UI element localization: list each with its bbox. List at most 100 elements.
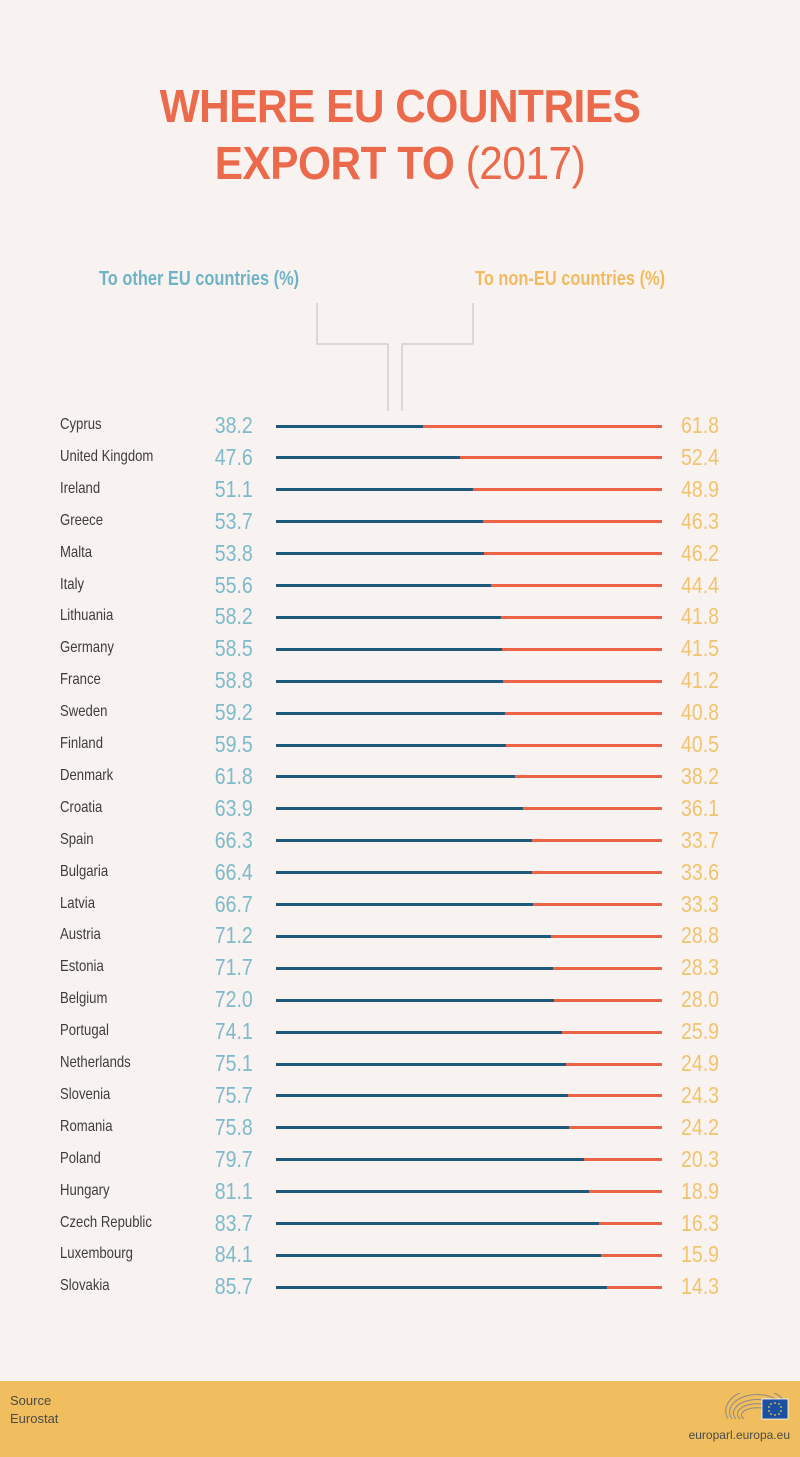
eu-value-label: 75.1 [214, 1050, 253, 1076]
european-parliament-logo-icon [725, 1393, 789, 1420]
bar-non-eu-segment [568, 1094, 662, 1098]
eu-value-label: 63.9 [214, 794, 253, 821]
chart-row: Spain 66.3 33.7 [0, 827, 800, 873]
country-label: Portugal [60, 1022, 109, 1040]
chart-row: Slovenia 75.7 24.3 [0, 1082, 800, 1128]
non-eu-value-label: 40.5 [681, 731, 720, 757]
bar-eu-segment [276, 1190, 590, 1194]
eu-value-label: 58.5 [214, 635, 253, 662]
chart-title: WHERE EU COUNTRIES EXPORT TO (2017) [32, 78, 768, 192]
title-year: (2017) [465, 137, 586, 189]
country-label: Latvia [60, 894, 96, 912]
bar-eu-segment [276, 743, 506, 747]
country-label: Estonia [60, 958, 104, 976]
chart-row: Austria 71.2 28.8 [0, 922, 800, 968]
eu-value-label: 75.8 [214, 1113, 253, 1140]
non-eu-value-label: 36.1 [681, 794, 720, 821]
website-link[interactable]: europarl.europa.eu [688, 1428, 790, 1442]
country-label: Lithuania [60, 607, 114, 625]
non-eu-value-label: 15.9 [681, 1241, 720, 1268]
non-eu-value-label: 24.2 [681, 1113, 720, 1140]
non-eu-value-label: 25.9 [681, 1018, 720, 1045]
chart-row: Italy 55.6 44.4 [0, 572, 800, 618]
bar-eu-segment [276, 871, 533, 875]
eu-value-label: 47.6 [214, 443, 253, 470]
eu-value-label: 58.2 [214, 603, 253, 630]
title-line-2: EXPORT TO (2017) [32, 135, 768, 192]
bar-eu-segment [276, 647, 502, 651]
non-eu-value-label: 48.9 [681, 475, 720, 502]
country-label: Croatia [60, 798, 103, 816]
chart-row: France 58.8 41.2 [0, 667, 800, 713]
chart-row: Sweden 59.2 40.8 [0, 699, 800, 745]
bar-non-eu-segment [483, 552, 662, 556]
country-label: Finland [60, 735, 104, 752]
country-label: Poland [60, 1149, 101, 1167]
bar-eu-segment [276, 520, 484, 524]
bar-non-eu-segment [531, 839, 662, 843]
title-line-1: WHERE EU COUNTRIES [159, 80, 641, 132]
bar-eu-segment [276, 1062, 566, 1066]
bar-eu-segment [276, 775, 515, 779]
bar-non-eu-segment [600, 1253, 662, 1257]
bar-eu-segment [276, 1253, 601, 1257]
bar-eu-segment [276, 1158, 584, 1162]
non-eu-value-label: 44.4 [681, 571, 720, 598]
non-eu-value-label: 24.9 [681, 1050, 720, 1076]
chart-row: Latvia 66.7 33.3 [0, 891, 800, 937]
country-label: Italy [60, 575, 85, 593]
bar-eu-segment [276, 679, 503, 683]
bar-non-eu-segment [500, 615, 662, 619]
eu-value-label: 66.7 [214, 890, 253, 917]
bar-eu-segment [276, 934, 551, 938]
country-label: Denmark [60, 766, 114, 784]
bar-eu-segment [276, 1126, 569, 1130]
chart-row: Finland 59.5 40.5 [0, 731, 800, 777]
country-label: France [60, 671, 101, 689]
bar-eu-segment [276, 1222, 600, 1225]
bar-non-eu-segment [565, 1062, 662, 1066]
eu-value-label: 84.1 [214, 1241, 253, 1268]
eu-value-label: 74.1 [214, 1018, 253, 1045]
bar-non-eu-segment [562, 1030, 662, 1034]
eu-value-label: 55.6 [214, 571, 253, 598]
bar-eu-segment [276, 1285, 607, 1289]
country-label: Czech Republic [60, 1213, 152, 1231]
non-eu-value-label: 28.3 [681, 954, 720, 981]
bar-non-eu-segment [505, 743, 662, 747]
non-eu-value-label: 18.9 [681, 1177, 720, 1204]
chart-row: Luxembourg 84.1 15.9 [0, 1241, 800, 1287]
bar-non-eu-segment [568, 1126, 662, 1130]
eu-value-label: 61.8 [214, 762, 253, 789]
connector-left [316, 303, 389, 411]
country-label: Netherlands [60, 1054, 131, 1071]
bar-eu-segment [276, 488, 474, 492]
country-label: Hungary [60, 1181, 110, 1199]
bar-eu-segment [276, 552, 484, 556]
connector-right [401, 303, 474, 411]
country-label: Sweden [60, 703, 108, 721]
bar-non-eu-segment [552, 966, 662, 970]
country-label: Spain [60, 830, 94, 848]
eu-value-label: 38.2 [214, 412, 253, 438]
chart-row: Croatia 63.9 36.1 [0, 795, 800, 841]
title-line-2-main: EXPORT TO [214, 137, 455, 189]
eu-value-label: 59.2 [214, 699, 253, 726]
eu-value-label: 53.8 [214, 539, 253, 566]
non-eu-value-label: 38.2 [681, 762, 720, 789]
eu-value-label: 81.1 [214, 1177, 253, 1204]
country-label: Romania [60, 1117, 113, 1135]
non-eu-value-label: 41.8 [681, 603, 720, 630]
bar-non-eu-segment [522, 807, 662, 811]
bar-non-eu-segment [423, 424, 662, 428]
chart-row: Estonia 71.7 28.3 [0, 954, 800, 1000]
eu-value-label: 71.7 [214, 954, 253, 981]
chart-row: Lithuania 58.2 41.8 [0, 603, 800, 649]
bar-non-eu-segment [533, 903, 662, 906]
chart-row: United Kingdom 47.6 52.4 [0, 444, 800, 490]
chart-row: Czech Republic 83.7 16.3 [0, 1210, 800, 1256]
chart-row: Cyprus 38.2 61.8 [0, 412, 800, 458]
chart-row: Bulgaria 66.4 33.6 [0, 859, 800, 905]
non-eu-value-label: 24.3 [681, 1081, 720, 1108]
footer: Source Eurostat europarl.europa.eu [0, 1381, 800, 1457]
